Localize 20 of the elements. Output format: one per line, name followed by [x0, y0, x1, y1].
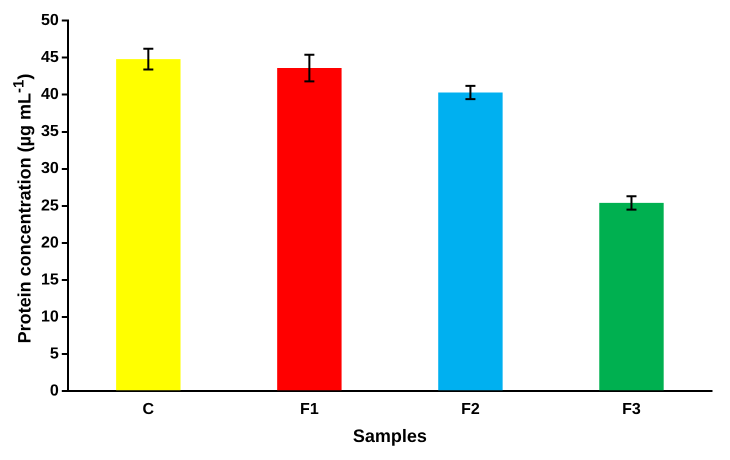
x-tick-label: F3 — [622, 401, 641, 418]
x-tick-label: F2 — [461, 401, 480, 418]
y-tick-label: 45 — [41, 49, 59, 66]
y-tick-label: 40 — [41, 86, 59, 104]
y-tick-label: 35 — [41, 123, 59, 140]
bar — [599, 202, 664, 390]
y-tick-label: 50 — [41, 12, 59, 30]
x-axis-title: Samples — [352, 426, 427, 446]
y-tick-label: 25 — [41, 197, 59, 214]
bar — [438, 92, 503, 390]
y-tick-label: 30 — [41, 160, 59, 178]
y-tick-label: 20 — [41, 234, 59, 252]
y-tick-label: 10 — [41, 308, 59, 326]
bar — [277, 68, 342, 390]
bar — [116, 59, 181, 390]
y-tick-label: 0 — [50, 382, 59, 400]
x-tick-label: F1 — [300, 401, 319, 418]
x-tick-label: C — [142, 401, 155, 418]
y-tick-label: 5 — [50, 346, 59, 363]
y-tick-label: 15 — [41, 271, 59, 288]
